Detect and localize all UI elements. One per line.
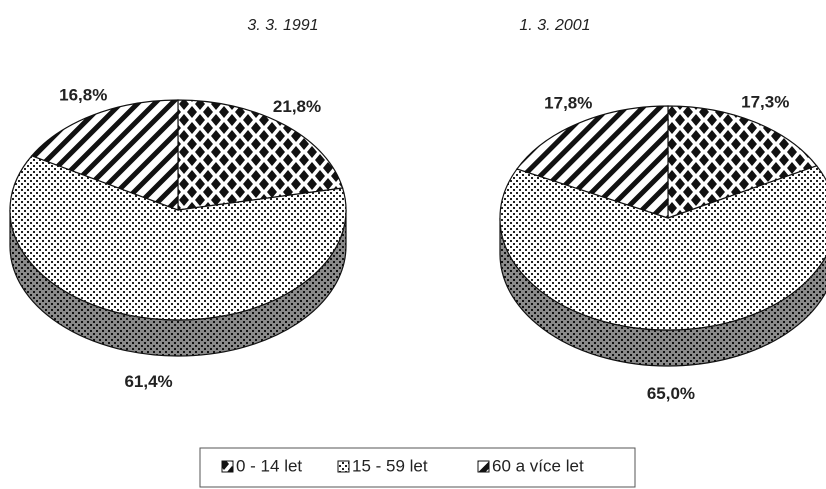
pie-slice <box>499 165 826 331</box>
pie-slice <box>9 155 347 321</box>
pie-slice <box>30 99 179 211</box>
data-label: 65,0% <box>647 384 695 403</box>
data-label: 61,4% <box>124 372 172 391</box>
pie-slice <box>177 99 344 211</box>
data-label: 21,8% <box>273 97 321 116</box>
legend-box <box>199 447 636 488</box>
legend-label: 0 - 14 let <box>236 456 302 475</box>
legend-swatch <box>221 460 234 473</box>
legend-label: 15 - 59 let <box>352 456 428 475</box>
legend-swatch <box>337 460 350 473</box>
legend-label: 60 a více let <box>492 456 584 475</box>
pie-slice <box>516 105 669 219</box>
data-label: 17,8% <box>544 94 592 113</box>
chart-title: 3. 3. 1991 <box>247 17 318 34</box>
data-label: 16,8% <box>59 85 107 104</box>
pie-slice <box>667 105 818 219</box>
data-label: 17,3% <box>741 92 789 111</box>
legend-swatch <box>477 460 490 473</box>
chart-title: 1. 3. 2001 <box>519 17 590 34</box>
